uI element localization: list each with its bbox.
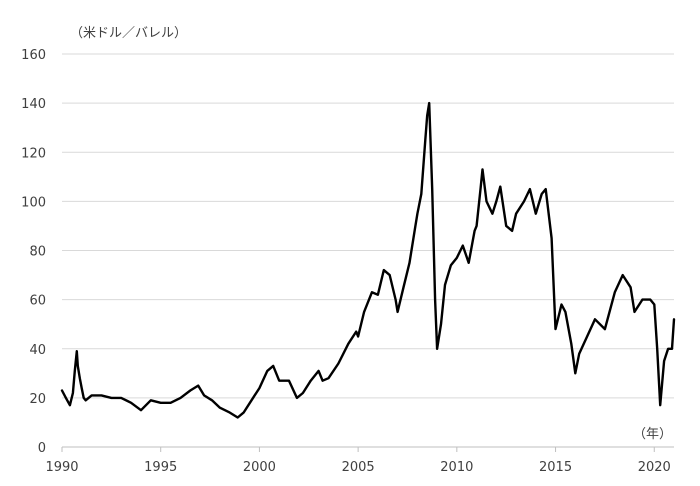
tick-labels: 0 20 40 60 80 100 120 140 160 1990 1995 2000 2005 201… — [21, 48, 671, 475]
x-axis-unit-label: （年） — [633, 427, 672, 442]
y-tick-label: 40 — [29, 343, 46, 358]
y-tick-label: 60 — [29, 294, 46, 309]
x-tick-label: 2010 — [440, 460, 473, 475]
x-tick-label: 1990 — [45, 460, 78, 475]
series-layer — [60, 101, 676, 419]
y-axis-unit-label: （米ドル／バレル） — [70, 26, 187, 41]
y-tick-label: 0 — [38, 441, 46, 456]
y-tick-label: 140 — [21, 97, 46, 112]
y-tick-label: 100 — [21, 195, 46, 210]
y-tick-label: 160 — [21, 48, 46, 63]
price-series-line — [60, 101, 676, 419]
x-tick-label: 2005 — [342, 460, 375, 475]
y-tick-label: 20 — [29, 392, 46, 407]
x-tick-label: 1995 — [144, 460, 177, 475]
y-tick-label: 80 — [29, 245, 46, 260]
y-tick-label: 120 — [21, 146, 46, 161]
x-tick-label: 2020 — [638, 460, 671, 475]
x-tick-label: 2000 — [243, 460, 276, 475]
axes — [61, 446, 674, 452]
x-tick-label: 2015 — [539, 460, 572, 475]
